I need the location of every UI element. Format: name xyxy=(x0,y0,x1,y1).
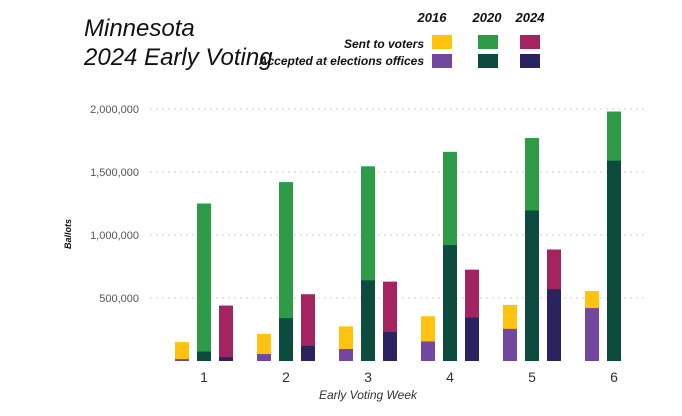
y-tick-label: 500,000 xyxy=(99,293,139,305)
bar-sent-2020-week-1 xyxy=(197,203,211,361)
bar-sent-2024-week-2 xyxy=(301,294,315,361)
legend-swatch-accepted-2020 xyxy=(478,54,498,68)
legend: 2016 2020 2024 Sent to voters Accepted a… xyxy=(255,10,555,74)
x-tick-label: 5 xyxy=(528,369,536,385)
bar-accepted-2024-week-3 xyxy=(383,332,397,361)
legend-year-2016: 2016 xyxy=(417,10,447,25)
x-axis-label: Early Voting Week xyxy=(319,388,418,402)
bar-accepted-2016-week-3 xyxy=(339,349,353,361)
bar-accepted-2016-week-2 xyxy=(257,354,271,361)
bar-sent-2020-week-2 xyxy=(279,182,293,361)
bar-accepted-2024-week-5 xyxy=(547,289,561,361)
legend-swatch-sent-2024 xyxy=(520,35,540,49)
x-tick-label: 4 xyxy=(446,369,454,385)
legend-swatch-accepted-2024 xyxy=(520,54,540,68)
legend-swatch-sent-2016 xyxy=(432,35,452,49)
y-tick-label: 1,000,000 xyxy=(90,230,139,242)
bar-accepted-2020-week-5 xyxy=(525,210,539,361)
legend-year-2020: 2020 xyxy=(472,10,502,25)
bar-accepted-2016-week-5 xyxy=(503,328,517,361)
legend-year-2024: 2024 xyxy=(515,10,545,25)
x-tick-label: 6 xyxy=(610,369,618,385)
title-line-2: 2024 Early Voting xyxy=(84,44,273,71)
legend-swatch-sent-2020 xyxy=(478,35,498,49)
y-tick-label: 1,500,000 xyxy=(90,167,139,179)
bar-accepted-2020-week-4 xyxy=(443,245,457,361)
legend-label-sent: Sent to voters xyxy=(343,37,424,51)
bar-accepted-2020-week-1 xyxy=(197,351,211,361)
x-tick-label: 3 xyxy=(364,369,372,385)
chart-title: Minnesota 2024 Early Voting xyxy=(84,14,273,72)
bar-accepted-2024-week-2 xyxy=(301,345,315,361)
legend-swatch-accepted-2016 xyxy=(432,54,452,68)
bar-accepted-2016-week-6 xyxy=(585,308,599,361)
y-axis-label: Ballots xyxy=(63,219,73,249)
bar-accepted-2016-week-1 xyxy=(175,359,189,361)
bar-accepted-2020-week-3 xyxy=(361,280,375,361)
x-tick-label: 2 xyxy=(282,369,290,385)
title-line-1: Minnesota xyxy=(84,15,195,42)
bar-accepted-2016-week-4 xyxy=(421,341,435,361)
bar-sent-2024-week-1 xyxy=(219,305,233,361)
bar-accepted-2020-week-2 xyxy=(279,318,293,361)
y-tick-label: 2,000,000 xyxy=(90,104,139,116)
bar-accepted-2024-week-4 xyxy=(465,317,479,361)
bar-accepted-2020-week-6 xyxy=(607,160,621,361)
x-tick-label: 1 xyxy=(200,369,208,385)
bar-accepted-2024-week-1 xyxy=(219,357,233,361)
legend-label-accepted: Accepted at elections offices xyxy=(258,54,424,68)
bar-sent-2016-week-1 xyxy=(175,342,189,361)
